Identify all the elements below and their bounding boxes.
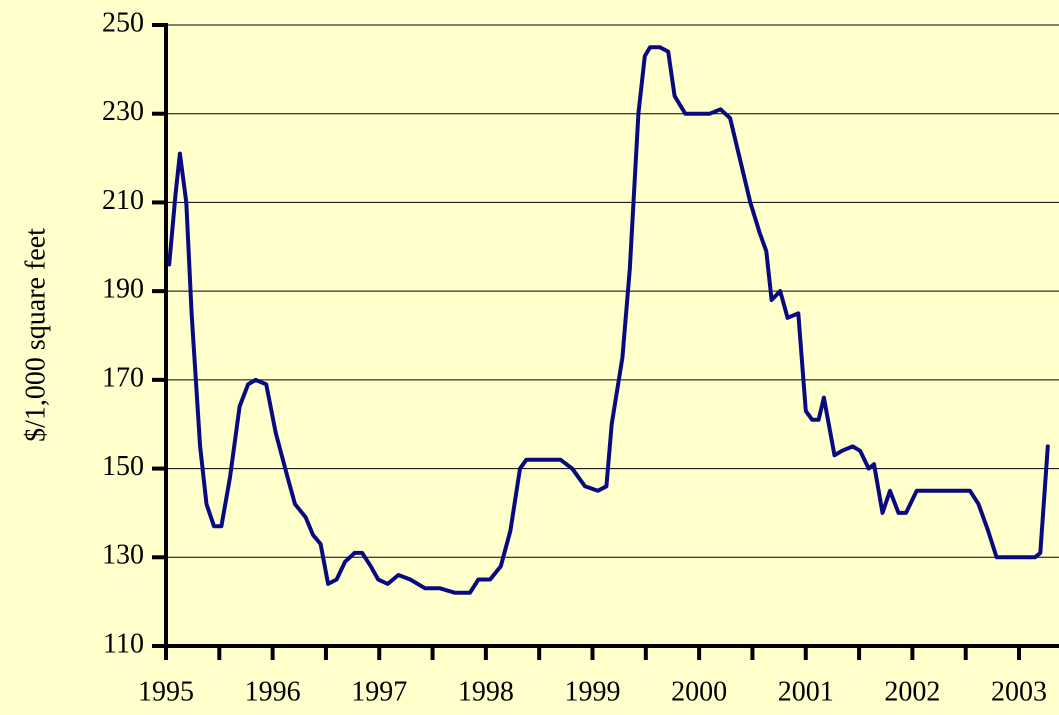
- x-tick-label: 2003: [991, 676, 1047, 707]
- x-tick-label: 1999: [565, 676, 621, 707]
- y-tick-label: 250: [102, 7, 144, 38]
- x-tick-label: 2000: [671, 676, 727, 707]
- y-tick-label: 150: [102, 451, 144, 482]
- y-tick-label: 190: [102, 274, 144, 305]
- x-tick-label: 1995: [138, 676, 194, 707]
- x-tick-label: 1996: [245, 676, 301, 707]
- y-tick-label: 170: [102, 362, 144, 393]
- y-tick-label: 210: [102, 185, 144, 216]
- y-tick-label: 230: [102, 96, 144, 127]
- y-tick-label: 110: [103, 628, 144, 659]
- y-tick-label: 130: [102, 540, 144, 571]
- x-tick-label: 1998: [458, 676, 514, 707]
- y-axis-label: $/1,000 square feet: [20, 228, 51, 442]
- data-line: [167, 45, 1050, 595]
- x-tick-label: 2001: [778, 676, 834, 707]
- x-tick-label: 1997: [351, 676, 407, 707]
- x-tick-label: 2002: [884, 676, 940, 707]
